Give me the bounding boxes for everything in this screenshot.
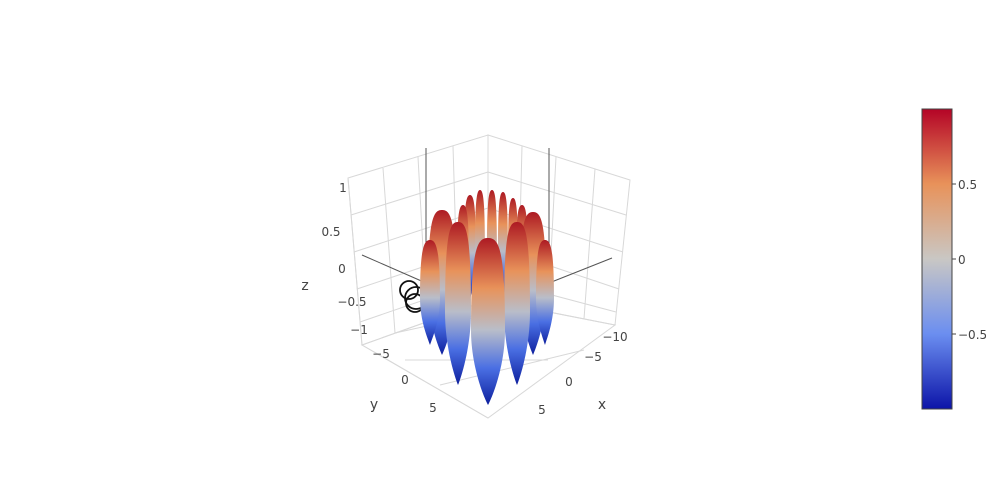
- colorbar-tick: 0: [958, 253, 966, 267]
- z-tick: 1: [339, 181, 347, 195]
- y-axis: −5 0 5 y: [370, 347, 437, 415]
- y-tick: 5: [429, 401, 437, 415]
- surface-lobe: [504, 222, 530, 385]
- surface-mesh: [420, 190, 554, 405]
- x-tick: 0: [565, 375, 573, 389]
- x-tick: −10: [602, 330, 627, 344]
- z-axis: 1 0.5 0 −0.5 −1 z: [301, 181, 368, 337]
- surface-lobe: [420, 240, 440, 345]
- colorbar: 0.5 0 −0.5: [921, 108, 987, 410]
- y-axis-title: y: [370, 397, 378, 413]
- marker-point: [399, 280, 419, 300]
- colorbar-gradient: [921, 108, 953, 410]
- surface-lobe: [445, 222, 471, 385]
- surface-lobe: [536, 240, 554, 345]
- colorbar-tick: −0.5: [958, 328, 987, 342]
- x-axis-title: x: [598, 397, 606, 413]
- x-tick: −5: [584, 350, 602, 364]
- surface-lobe: [471, 238, 505, 405]
- z-tick: 0: [338, 262, 346, 276]
- y-tick: −5: [372, 347, 390, 361]
- z-tick: 0.5: [321, 225, 340, 239]
- z-tick: −1: [350, 323, 368, 337]
- x-tick: 5: [538, 403, 546, 417]
- z-tick: −0.5: [337, 295, 366, 309]
- y-tick: 0: [401, 373, 409, 387]
- x-axis: −10 −5 0 5 x: [538, 330, 627, 417]
- colorbar-tick: 0.5: [958, 178, 977, 192]
- z-axis-title: z: [301, 278, 308, 294]
